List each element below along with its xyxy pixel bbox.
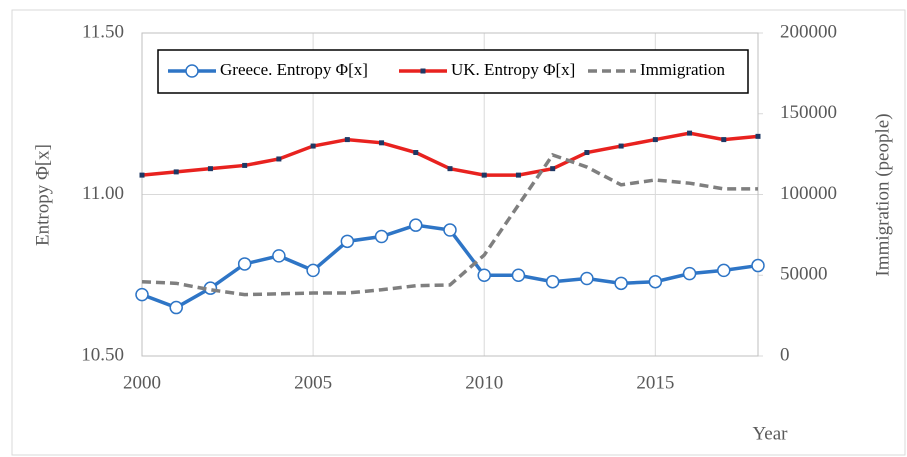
y-axis-label: Entropy Φ[x] <box>32 144 53 246</box>
x-tick-label: 2000 <box>123 372 161 393</box>
point-marker <box>618 143 624 149</box>
y-tick-label: 11.00 <box>82 183 124 204</box>
point-marker <box>139 172 145 178</box>
point-marker <box>550 166 556 172</box>
point-marker <box>344 137 350 143</box>
series-line <box>141 152 758 297</box>
x-tick-label: 2015 <box>636 372 674 393</box>
point-marker <box>413 150 419 156</box>
point-marker <box>648 274 663 289</box>
point-marker <box>682 266 697 281</box>
series-line <box>141 223 759 310</box>
point-marker <box>242 162 248 168</box>
point-marker <box>477 268 491 282</box>
point-marker <box>481 172 487 178</box>
point-marker <box>717 263 731 278</box>
point-marker <box>207 166 213 172</box>
point-marker <box>751 258 765 273</box>
point-marker <box>409 218 423 232</box>
point-marker <box>374 229 389 244</box>
y-tick-label: 10.50 <box>81 344 124 365</box>
point-marker <box>721 137 727 143</box>
point-marker <box>545 274 560 289</box>
point-marker <box>755 133 761 139</box>
point-marker <box>443 223 457 237</box>
y2-tick-label: 150000 <box>780 102 837 123</box>
y2-tick-label: 0 <box>780 344 790 365</box>
legend-label: Immigration <box>640 60 725 79</box>
legend-marker <box>185 64 199 78</box>
point-marker <box>276 156 282 162</box>
x-tick-label: 2005 <box>294 372 332 393</box>
y2-tick-label: 50000 <box>780 264 828 285</box>
y-tick-label: 11.50 <box>82 21 124 42</box>
point-marker <box>580 271 594 286</box>
y2-tick-label: 100000 <box>780 183 837 204</box>
point-marker <box>584 150 590 156</box>
point-marker <box>135 287 149 302</box>
legend-label: Greece. Entropy Φ[x] <box>220 60 368 79</box>
y2-tick-label: 200000 <box>780 21 837 42</box>
point-marker <box>169 300 183 315</box>
legend-marker <box>420 68 426 74</box>
point-marker <box>614 276 628 291</box>
point-marker <box>687 130 693 136</box>
point-marker <box>340 234 355 249</box>
y2-axis-label: Immigration (people) <box>872 113 893 276</box>
legend: Greece. Entropy Φ[x] UK. Entropy Φ[x] Immi… <box>157 49 749 94</box>
point-marker <box>447 166 453 172</box>
point-marker <box>310 143 316 149</box>
point-marker <box>173 169 179 175</box>
plot-frame <box>141 32 759 357</box>
legend-label: UK. Entropy Φ[x] <box>451 60 575 79</box>
point-marker <box>272 249 286 263</box>
point-marker <box>511 268 526 282</box>
point-marker <box>652 137 658 143</box>
point-marker <box>515 172 521 178</box>
legend-box <box>157 49 749 94</box>
point-marker <box>379 140 385 146</box>
x-axis-label: Year <box>752 423 788 444</box>
x-tick-label: 2010 <box>465 372 503 393</box>
point-marker <box>306 263 320 278</box>
chart-frame <box>11 9 906 456</box>
point-marker <box>237 257 252 271</box>
